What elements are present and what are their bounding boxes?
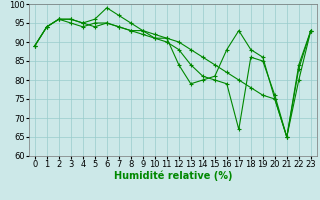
X-axis label: Humidité relative (%): Humidité relative (%) — [114, 171, 232, 181]
